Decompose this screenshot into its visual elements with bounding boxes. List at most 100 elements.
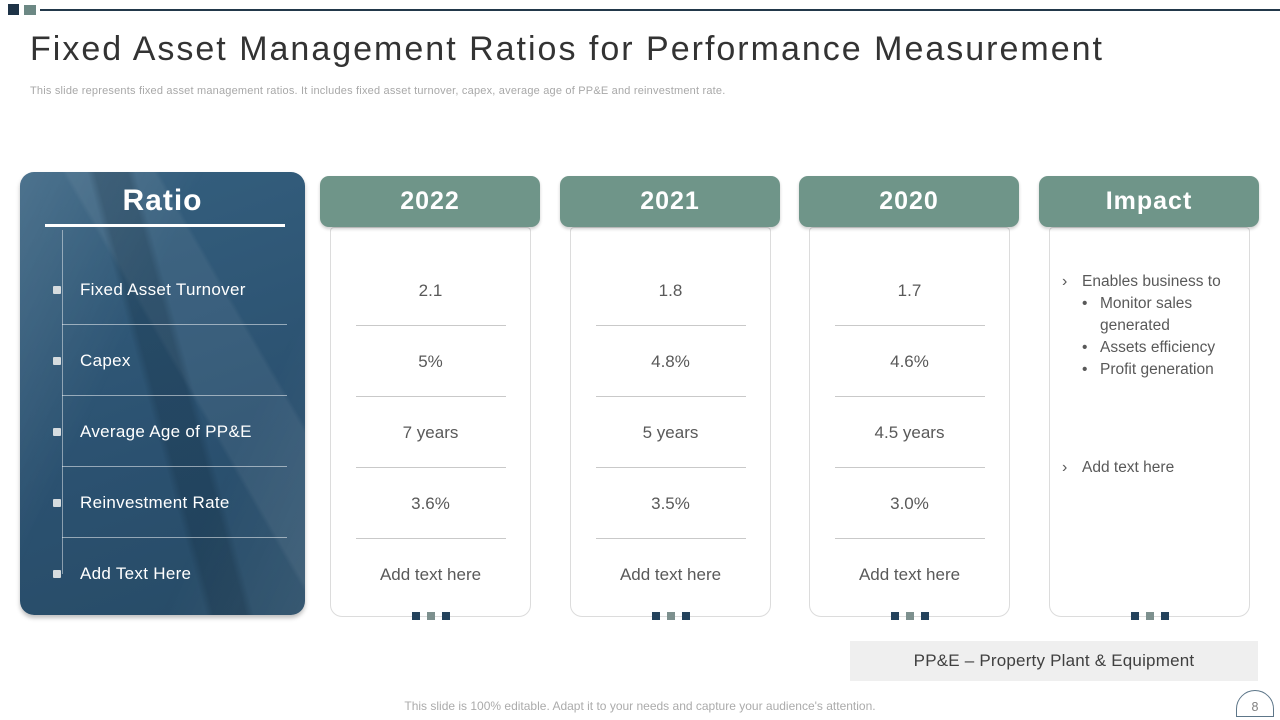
table-cell: 3.0% [810, 468, 1009, 539]
table-cell: Add text here [571, 539, 770, 610]
square-bullet-icon [53, 285, 61, 294]
cell-divider [355, 396, 506, 397]
cell-value: 5% [418, 351, 443, 371]
ellipsis-dots-icon [411, 612, 450, 620]
impact-content: › Enables business to • Monitor sales gen… [1050, 228, 1249, 616]
impact-item: › Add text here [1062, 457, 1239, 479]
impact-subitem-text: Profit generation [1100, 361, 1214, 378]
cell-divider [355, 538, 506, 539]
impact-subitem-text: Assets efficiency [1100, 339, 1216, 356]
table-cell: Add text here [331, 539, 530, 610]
column-header-impact: Impact [1039, 176, 1259, 227]
ratio-column: Ratio Fixed Asset Turnover Capex Average… [20, 172, 305, 615]
cell-value: 4.8% [651, 351, 690, 371]
impact-sublist: • Monitor sales generated • Assets efficie… [1082, 293, 1239, 381]
cell-value: Add text here [379, 564, 482, 584]
cell-divider [834, 396, 985, 397]
ratio-label: Average Age of PP&E [80, 421, 252, 441]
impact-subitem: • Profit generation [1082, 359, 1239, 381]
cell-divider [834, 467, 985, 468]
row-divider [62, 537, 287, 538]
row-divider [62, 324, 287, 325]
column-header-2022: 2022 [320, 176, 540, 227]
ratio-underline [45, 224, 285, 227]
table-cell: 3.5% [571, 468, 770, 539]
cell-value: 3.6% [411, 493, 450, 513]
impact-subitem: • Monitor sales generated [1082, 293, 1239, 337]
dot-bullet-icon: • [1082, 295, 1088, 312]
square-bullet-icon [53, 569, 61, 578]
page-number-badge: 8 [1236, 690, 1274, 717]
table-cell: Add text here [810, 539, 1009, 610]
table-cell: 5 years [571, 397, 770, 468]
ellipsis-dots-icon [651, 612, 690, 620]
dot-bullet-icon: • [1082, 339, 1088, 356]
table-cell: 1.8 [571, 255, 770, 326]
table-cell: 4.5 years [810, 397, 1009, 468]
cell-divider [595, 538, 746, 539]
cell-divider [834, 325, 985, 326]
cell-value: Add text here [619, 564, 722, 584]
cell-value: 3.0% [890, 493, 929, 513]
cell-divider [595, 467, 746, 468]
cell-divider [355, 467, 506, 468]
cell-value: Add text here [858, 564, 961, 584]
ratio-header: Ratio [122, 184, 203, 217]
impact-subitem: • Assets efficiency [1082, 337, 1239, 359]
ratio-row: Add Text Here [20, 538, 305, 609]
cell-value: 4.6% [890, 351, 929, 371]
column-header-2021: 2021 [560, 176, 780, 227]
chevron-bullet-icon: › [1062, 459, 1068, 476]
column-header-2020: 2020 [799, 176, 1019, 227]
column-card-impact: › Enables business to • Monitor sales gen… [1049, 227, 1250, 620]
value-cells: 1.8 4.8% 5 years 3.5% Add text here [571, 255, 770, 610]
page-number: 8 [1251, 700, 1259, 714]
value-cells: 2.1 5% 7 years 3.6% Add text here [331, 255, 530, 610]
top-left-square-navy-icon [8, 4, 19, 15]
table-cell: 3.6% [331, 468, 530, 539]
cell-value: 2.1 [418, 280, 443, 300]
cell-value: 5 years [642, 422, 699, 442]
square-bullet-icon [53, 427, 61, 436]
impact-item-text: Add text here [1082, 459, 1175, 476]
cell-value: 4.5 years [874, 422, 945, 442]
cell-value: 3.5% [651, 493, 690, 513]
column-card-2022: 2.1 5% 7 years 3.6% Add text here [330, 227, 531, 620]
ratio-row: Capex [20, 325, 305, 396]
impact-subitem-text: Monitor sales generated [1100, 295, 1193, 334]
chevron-bullet-icon: › [1062, 273, 1068, 290]
dot-bullet-icon: • [1082, 361, 1088, 378]
impact-item: › Enables business to [1062, 271, 1239, 293]
value-cells: 1.7 4.6% 4.5 years 3.0% Add text here [810, 255, 1009, 610]
page-title: Fixed Asset Management Ratios for Perfor… [30, 30, 1104, 68]
footer-note: This slide is 100% editable. Adapt it to… [404, 699, 876, 713]
ratio-connector-line [62, 230, 63, 574]
impact-item-text: Enables business to [1082, 273, 1221, 290]
ppe-abbreviation-note: PP&E – Property Plant & Equipment [850, 641, 1258, 681]
table-cell: 1.7 [810, 255, 1009, 326]
ratio-label: Reinvestment Rate [80, 492, 230, 512]
ratio-label: Add Text Here [80, 563, 192, 583]
table-cell: 4.6% [810, 326, 1009, 397]
top-rule [40, 9, 1280, 11]
table-cell: 4.8% [571, 326, 770, 397]
column-card-2021: 1.8 4.8% 5 years 3.5% Add text here [570, 227, 771, 620]
cell-value: 1.7 [897, 280, 922, 300]
square-bullet-icon [53, 356, 61, 365]
table-cell: 7 years [331, 397, 530, 468]
ratio-label: Fixed Asset Turnover [80, 279, 246, 299]
table-cell: 5% [331, 326, 530, 397]
ratio-label: Capex [80, 350, 131, 370]
cell-divider [834, 538, 985, 539]
table-cell: 2.1 [331, 255, 530, 326]
cell-divider [595, 325, 746, 326]
ratio-row: Fixed Asset Turnover [20, 254, 305, 325]
row-divider [62, 466, 287, 467]
ratio-row: Reinvestment Rate [20, 467, 305, 538]
column-card-2020: 1.7 4.6% 4.5 years 3.0% Add text here [809, 227, 1010, 620]
cell-value: 7 years [402, 422, 459, 442]
square-bullet-icon [53, 498, 61, 507]
ellipsis-dots-icon [890, 612, 929, 620]
ellipsis-dots-icon [1130, 612, 1169, 620]
